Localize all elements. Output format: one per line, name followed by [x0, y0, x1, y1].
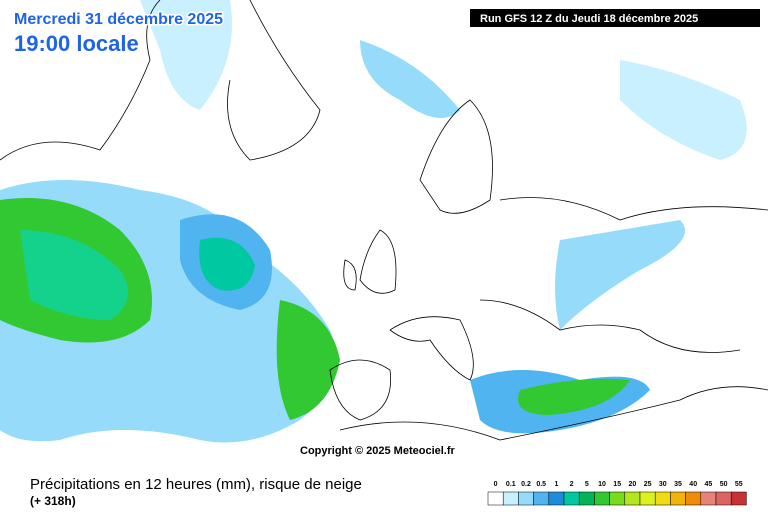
copyright: Copyright © 2025 Meteociel.fr	[300, 445, 456, 457]
legend-label: 40	[689, 481, 697, 488]
legend-label: 0	[494, 481, 498, 488]
legend-swatch	[715, 491, 732, 506]
legend-label: 45	[705, 481, 713, 488]
legend-label: 0.1	[506, 481, 516, 488]
legend-swatch	[594, 491, 610, 506]
legend-label: 2	[570, 481, 574, 488]
legend-label: 1	[554, 481, 558, 488]
legend-swatch	[609, 491, 626, 506]
footer-lead: (+ 318h)	[30, 494, 76, 508]
legend-label: 15	[613, 481, 621, 488]
legend-swatch	[563, 491, 580, 506]
coastlines	[0, 0, 768, 441]
legend-label: 35	[674, 481, 682, 488]
legend-swatch	[624, 491, 641, 506]
legend-label: 25	[644, 481, 652, 488]
legend-swatch	[639, 491, 656, 506]
legend-label: 10	[598, 481, 606, 488]
run-box	[470, 9, 760, 27]
legend-swatch	[654, 491, 671, 506]
legend-label: 0.2	[521, 481, 531, 488]
legend-swatch	[518, 491, 534, 506]
legend: 0 0.1 0.2 0.5 1 2 5 10 15 20 25 30 35 40 45 50 55	[487, 481, 747, 506]
footer-title: Précipitations en 12 heures (mm), risque…	[30, 476, 362, 493]
legend-label: 55	[735, 481, 743, 488]
legend-swatch	[670, 491, 686, 506]
legend-swatch	[730, 491, 747, 506]
legend-swatch	[502, 491, 519, 506]
legend-label: 5	[585, 481, 589, 488]
time-label: 19:00 locale	[14, 31, 139, 56]
legend-label: 20	[629, 481, 637, 488]
legend-swatch	[533, 491, 550, 506]
legend-label: 0.5	[536, 481, 546, 488]
legend-swatch	[548, 491, 565, 506]
legend-swatch	[487, 491, 504, 506]
legend-swatch	[685, 491, 702, 506]
legend-swatch	[700, 491, 717, 506]
run-label: Run GFS 12 Z du Jeudi 18 décembre 2025	[480, 13, 698, 25]
legend-label: 50	[720, 481, 728, 488]
legend-label: 30	[659, 481, 667, 488]
legend-swatch	[578, 491, 595, 506]
date-label: Mercredi 31 décembre 2025	[14, 11, 223, 28]
